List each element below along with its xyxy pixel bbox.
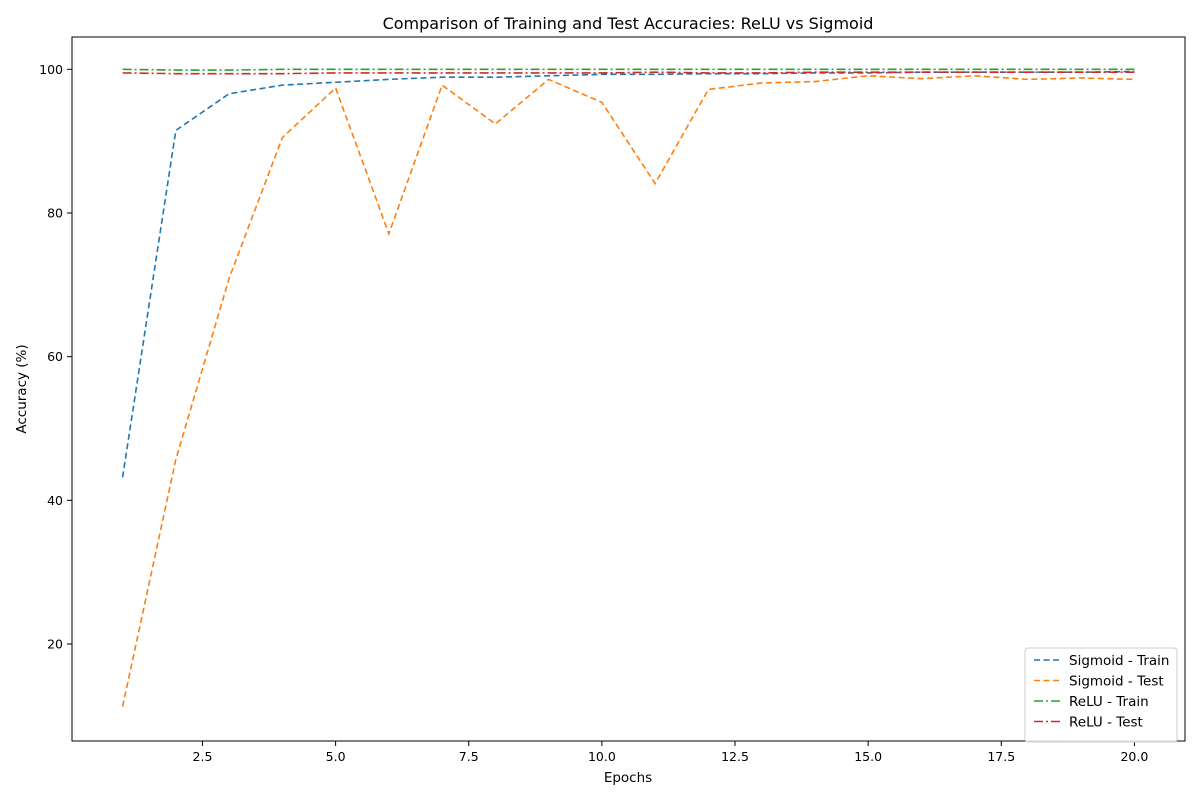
x-tick-label: 17.5 (987, 749, 1015, 764)
x-tick-label: 2.5 (193, 749, 213, 764)
y-tick-label: 40 (47, 493, 63, 508)
x-tick-label: 15.0 (854, 749, 882, 764)
series-line-sigmoid-train (121, 70, 1135, 478)
x-tick-label: 10.0 (588, 749, 616, 764)
legend-entry-label: ReLU - Train (1069, 694, 1149, 710)
series-line-relu-test (122, 71, 1135, 75)
y-axis-label: Accuracy (%) (14, 344, 30, 433)
x-tick-label: 7.5 (459, 749, 479, 764)
chart-title: Comparison of Training and Test Accuraci… (383, 14, 874, 33)
y-tick-label: 80 (47, 206, 63, 221)
y-axis: 20 40 60 80 100 (39, 62, 72, 652)
legend-entry-label: Sigmoid - Train (1069, 653, 1169, 669)
y-tick-label: 60 (47, 349, 63, 364)
plot-frame (71, 36, 1186, 742)
y-tick-label: 100 (39, 62, 63, 77)
series-line-relu-train (122, 68, 1135, 71)
x-tick-label: 20.0 (1120, 749, 1148, 764)
legend: Sigmoid - Train Sigmoid - Test ReLU - Trai… (1024, 647, 1178, 743)
x-axis: 2.5 5.0 7.5 10.0 12.5 15.0 17.5 20.0 (193, 741, 1148, 764)
y-tick-label: 20 (47, 637, 63, 652)
x-axis-label: Epochs (604, 770, 652, 786)
x-tick-label: 5.0 (326, 749, 346, 764)
legend-box (1024, 647, 1178, 743)
series-line-sigmoid-test (121, 74, 1135, 707)
legend-entry-label: ReLU - Test (1069, 714, 1143, 730)
legend-entry-label: Sigmoid - Test (1069, 673, 1164, 689)
x-tick-label: 12.5 (721, 749, 749, 764)
series-layer (121, 68, 1135, 707)
